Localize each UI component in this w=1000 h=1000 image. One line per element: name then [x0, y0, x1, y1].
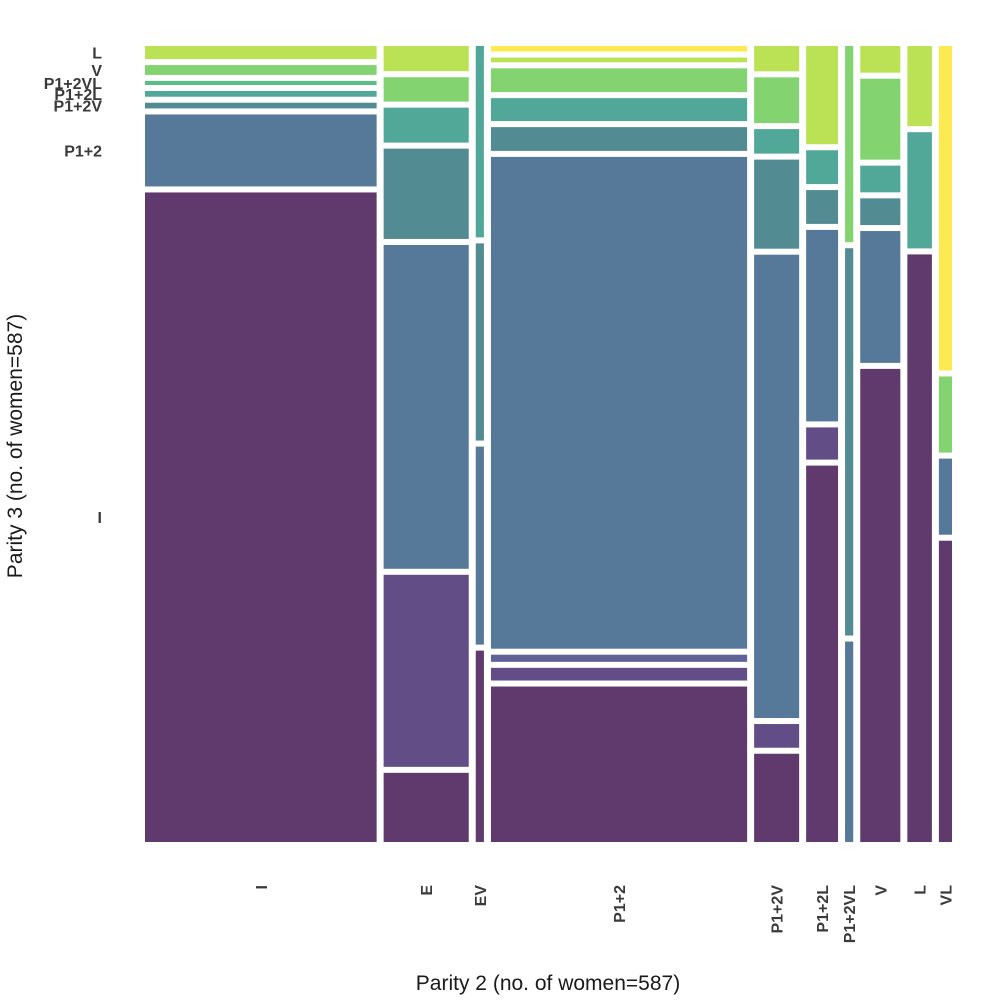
tile-p1-2l-to-p1-2	[806, 229, 839, 422]
x-tick-label-p1-2l: P1+2L	[815, 885, 832, 933]
tile-p1-2vl-to-p1-2v	[845, 248, 854, 636]
tile-e-to-p1-2	[383, 244, 469, 569]
tile-ev-to-p1-2v	[475, 243, 484, 441]
tile-p1-2l-to-l	[806, 46, 839, 145]
tile-p1-2vl-to-p1-2	[845, 641, 854, 842]
tile-p1-2-to-ev	[490, 654, 748, 662]
tile-i-to-v	[145, 65, 377, 75]
tile-p1-2-to-vl	[490, 46, 748, 52]
tile-p1-2-to-p1-2l	[490, 98, 748, 122]
tile-i-to-p1-2v	[145, 102, 377, 109]
tile-p1-2l-to-i	[806, 465, 839, 842]
y-tick-label-p1-2v: P1+2V	[54, 99, 103, 116]
tile-e-to-l	[383, 46, 469, 72]
tile-v-to-p1-2l	[860, 165, 901, 193]
y-axis-title: Parity 3 (no. of women=587)	[4, 314, 27, 578]
x-tick-label-v: V	[873, 885, 890, 896]
tile-l-to-p1-2l	[907, 132, 932, 249]
tile-p1-2v-to-p1-2	[754, 254, 800, 719]
x-tick-labels: I E EV P1+2 P1+2V P1+2L P1+2VL V L VL	[254, 885, 956, 944]
tile-e-to-v	[383, 77, 469, 102]
tile-vl-to-v	[938, 376, 952, 453]
x-axis-title: Parity 2 (no. of women=587)	[416, 972, 680, 995]
x-tick-label-p1-2vl: P1+2VL	[842, 885, 859, 943]
tile-p1-2v-to-v	[754, 77, 800, 124]
tile-p1-2v-to-e	[754, 724, 800, 748]
tile-v-to-p1-2v	[860, 198, 901, 226]
x-tick-label-e: E	[419, 885, 436, 896]
tile-ev-to-p1-2	[475, 446, 484, 645]
tile-p1-2v-to-p1-2l	[754, 129, 800, 154]
tile-v-to-l	[860, 46, 901, 73]
x-tick-label-i: I	[254, 885, 271, 889]
x-tick-label-p1-2v: P1+2V	[770, 885, 787, 934]
tile-ev-to-i	[475, 650, 484, 842]
tile-p1-2vl-to-v	[845, 46, 854, 243]
tile-p1-2-to-l	[490, 57, 748, 63]
tile-i-to-i	[145, 192, 377, 842]
tile-p1-2-to-i	[490, 686, 748, 842]
tile-v-to-p1-2	[860, 231, 901, 363]
tile-e-to-e	[383, 574, 469, 767]
x-tick-label-l: L	[913, 885, 930, 895]
x-tick-label-ev: EV	[473, 885, 490, 907]
y-tick-label-v: V	[91, 63, 102, 80]
y-tick-label-l: L	[92, 46, 102, 63]
tile-vl-to-p1-2	[938, 458, 952, 535]
tile-p1-2l-to-e	[806, 427, 839, 460]
tile-i-to-p1-2vl	[145, 80, 377, 85]
tile-p1-2-to-p1-2	[490, 156, 748, 649]
tile-e-to-p1-2l	[383, 107, 469, 143]
tile-p1-2l-to-p1-2l	[806, 150, 839, 185]
y-tick-label-p1-2l: P1+2L	[54, 87, 102, 104]
y-tick-label-p1-2vl: P1+2VL	[44, 76, 102, 93]
tile-p1-2-to-p1-2v	[490, 127, 748, 151]
tile-p1-2l-to-p1-2v	[806, 190, 839, 224]
tile-i-to-l	[145, 46, 377, 60]
tile-e-to-p1-2v	[383, 148, 469, 239]
tile-p1-2v-to-p1-2v	[754, 159, 800, 249]
tile-l-to-l	[907, 46, 932, 127]
tile-p1-2-to-v	[490, 68, 748, 93]
tile-l-to-i	[907, 254, 932, 842]
y-tick-label-p1-2: P1+2	[64, 143, 102, 160]
tile-p1-2v-to-l	[754, 46, 800, 72]
x-tick-label-p1-2: P1+2	[612, 885, 629, 923]
tile-e-to-i	[383, 772, 469, 842]
tile-p1-2v-to-i	[754, 753, 800, 842]
tile-p1-2-to-e	[490, 667, 748, 681]
x-tick-label-vl: VL	[938, 885, 955, 906]
y-tick-label-i: I	[98, 510, 102, 527]
tile-ev-to-p1-2l	[475, 46, 484, 238]
tile-i-to-p1-2l	[145, 91, 377, 97]
tile-vl-to-i	[938, 540, 952, 842]
tile-i-to-p1-2	[145, 114, 377, 187]
mosaic-tiles	[145, 46, 952, 842]
tile-v-to-i	[860, 368, 901, 842]
tile-v-to-v	[860, 78, 901, 160]
tile-vl-to-vl	[938, 46, 952, 371]
